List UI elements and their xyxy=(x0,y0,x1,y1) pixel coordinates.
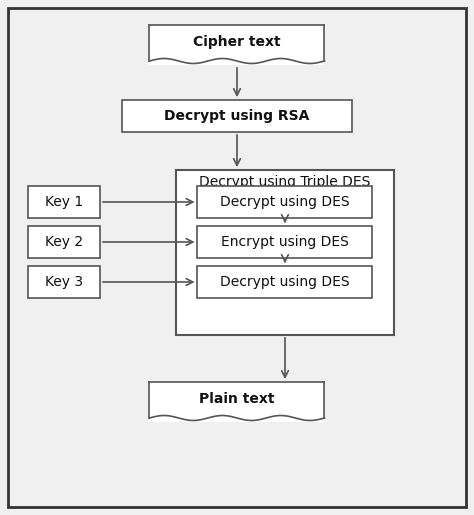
Bar xyxy=(28,266,100,298)
Text: Decrypt using DES: Decrypt using DES xyxy=(220,195,350,209)
Text: Decrypt using Triple DES: Decrypt using Triple DES xyxy=(199,175,371,189)
Text: Cipher text: Cipher text xyxy=(193,35,281,49)
Bar xyxy=(149,25,325,65)
Text: Decrypt using DES: Decrypt using DES xyxy=(220,275,350,289)
Text: Key 3: Key 3 xyxy=(45,275,83,289)
Bar xyxy=(28,226,100,258)
Text: Plain text: Plain text xyxy=(199,392,275,406)
Bar xyxy=(198,226,373,258)
Bar xyxy=(198,186,373,218)
Text: Key 1: Key 1 xyxy=(45,195,83,209)
Text: Decrypt using RSA: Decrypt using RSA xyxy=(164,109,310,123)
Bar xyxy=(28,186,100,218)
Bar xyxy=(149,382,325,422)
Bar xyxy=(176,170,394,335)
Text: Key 2: Key 2 xyxy=(45,235,83,249)
Bar xyxy=(198,266,373,298)
Bar xyxy=(122,100,352,132)
Text: Encrypt using DES: Encrypt using DES xyxy=(221,235,349,249)
